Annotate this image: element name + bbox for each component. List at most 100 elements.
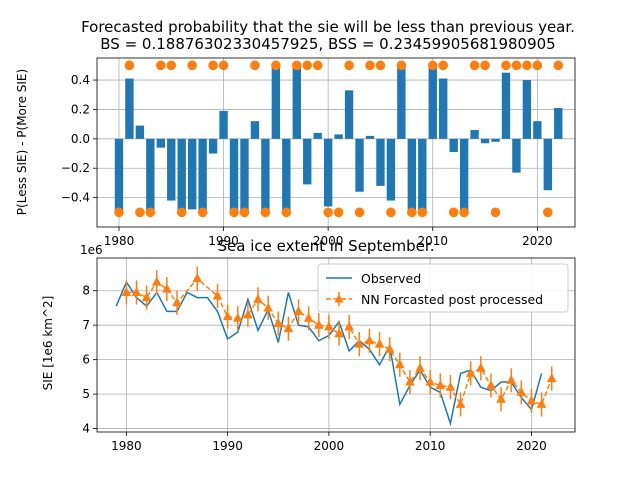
top-tick-label-y: 0.0: [71, 132, 90, 146]
bar: [156, 138, 165, 148]
forecast-marker: [283, 323, 294, 333]
bar: [428, 66, 437, 139]
outcome-dot: [501, 60, 511, 71]
bar: [470, 130, 479, 139]
bar: [376, 138, 385, 186]
bottom-tick-label-x: 2000: [314, 439, 345, 453]
bottom-chart-plot-area: 1980 1990 2000 2010 2020 8 7 6 5 4: [82, 257, 576, 453]
forecast-marker: [465, 367, 476, 377]
bar: [313, 132, 322, 139]
bar: [386, 138, 396, 201]
bar: [146, 138, 155, 213]
outcome-dot: [459, 207, 469, 218]
outcome-dot: [281, 207, 292, 218]
forecast-marker: [192, 273, 203, 283]
legend-observed-label: Observed: [361, 271, 421, 286]
forecast-marker: [374, 338, 385, 348]
top-axes-frame: [96, 57, 576, 228]
bottom-tick-label-y: 8: [82, 284, 90, 298]
bar: [501, 72, 511, 139]
forecast-marker: [131, 286, 142, 296]
bottom-tick-label-y: 6: [82, 353, 90, 367]
forecast-marker: [293, 305, 304, 315]
legend-forecast-label: NN Forcasted post processed: [361, 292, 543, 307]
outcome-dot: [396, 60, 407, 71]
bar: [512, 138, 521, 173]
forecast-marker: [506, 374, 516, 384]
outcome-dot: [197, 207, 208, 218]
outcome-dot: [480, 60, 490, 71]
bar: [439, 78, 448, 139]
forecast-marker: [121, 286, 132, 296]
top-tick-label-y: 0.2: [71, 102, 90, 116]
bar: [365, 135, 375, 139]
top-chart-ylabel: P(Less SIE) - P(More SIE): [15, 69, 29, 215]
bar: [522, 80, 532, 139]
outcome-dot: [145, 207, 156, 218]
forecast-marker: [425, 376, 435, 386]
outcome-dot: [156, 60, 166, 71]
forecast-marker: [455, 398, 466, 408]
outcome-dot: [354, 207, 365, 218]
bar: [240, 138, 249, 213]
bottom-tick-label-y: 7: [82, 318, 90, 332]
top-tick-label-x: 2010: [417, 234, 448, 248]
bar: [292, 66, 301, 139]
outcome-dot: [532, 60, 543, 71]
outcome-dot: [176, 207, 187, 218]
bottom-chart-offset-label: 1e6: [80, 243, 103, 257]
outcome-dot: [553, 60, 564, 71]
bar: [282, 138, 291, 213]
outcome-dot: [407, 207, 417, 218]
bar: [208, 138, 218, 154]
outcome-dot: [124, 60, 135, 71]
forecast-marker: [222, 311, 233, 321]
bar: [407, 138, 417, 213]
bar: [167, 138, 176, 201]
forecast-marker: [364, 335, 375, 345]
outcome-dot: [386, 207, 396, 218]
bar: [135, 125, 145, 139]
outcome-dot: [260, 207, 271, 218]
outcome-dot: [291, 60, 302, 71]
forecast-marker: [303, 312, 314, 322]
forecast-marker: [162, 283, 172, 293]
bottom-tick-label-x: 2010: [415, 439, 446, 453]
outcome-dot: [187, 60, 197, 71]
top-tick-label-y: −0.2: [61, 161, 90, 175]
forecast-marker: [354, 338, 365, 348]
top-chart-title-line1: Forecasted probability that the sie will…: [81, 18, 575, 36]
outcome-dot: [218, 60, 229, 71]
forecast-marker: [324, 321, 334, 331]
forecast-marker: [172, 297, 182, 307]
forecast-marker: [536, 398, 547, 408]
bar: [480, 138, 490, 144]
outcome-dot: [229, 207, 239, 218]
bottom-tick-label-x: 1990: [212, 439, 243, 453]
bar: [229, 138, 239, 213]
forecast-marker: [334, 328, 344, 338]
bar: [177, 138, 186, 213]
forecast-marker: [141, 292, 152, 302]
outcome-dot: [417, 207, 428, 218]
outcome-dot: [302, 60, 313, 71]
bar: [554, 107, 563, 139]
outcome-dot: [375, 60, 386, 71]
bar: [323, 138, 333, 207]
bar: [449, 138, 458, 153]
bar: [543, 138, 552, 191]
forecast-marker: [395, 359, 405, 369]
bar: [125, 78, 134, 139]
forecast-marker: [476, 362, 486, 372]
forecast-marker: [384, 343, 395, 353]
bar: [303, 138, 312, 185]
top-tick-label-x: 2020: [522, 234, 553, 248]
outcome-dot: [135, 207, 145, 218]
bar: [198, 138, 207, 213]
forecast-marker: [243, 309, 253, 319]
outcome-dot: [166, 60, 177, 71]
legend-box: [317, 263, 569, 313]
forecast-marker: [405, 376, 415, 386]
forecast-marker: [232, 312, 243, 322]
forecast-marker: [263, 302, 273, 312]
